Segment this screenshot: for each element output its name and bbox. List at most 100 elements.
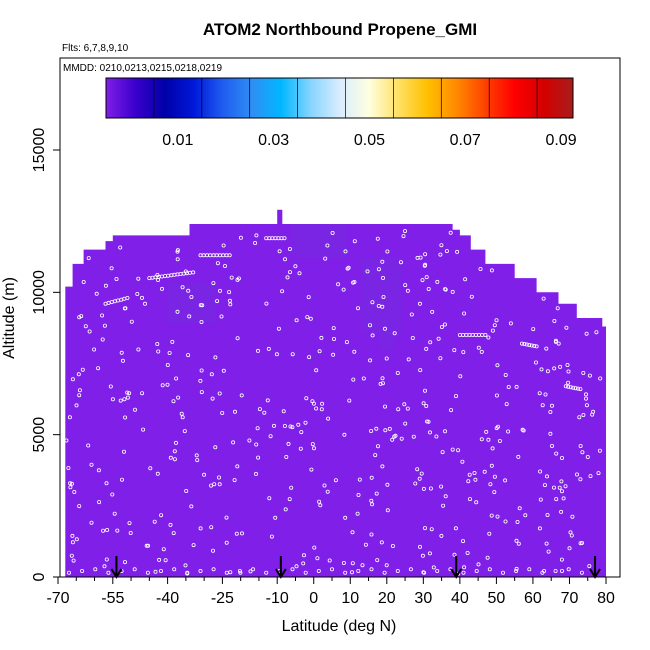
sample-point <box>224 540 229 545</box>
sample-point <box>165 382 170 387</box>
sample-point <box>122 397 127 402</box>
sample-point <box>341 561 346 566</box>
sample-point <box>217 391 222 396</box>
sample-point <box>490 328 495 333</box>
sample-point <box>253 471 258 476</box>
sample-point <box>232 478 237 483</box>
sample-point <box>267 496 272 501</box>
sample-point <box>545 369 550 374</box>
sample-point <box>68 485 73 490</box>
sample-point <box>465 551 470 556</box>
sample-point <box>296 422 301 427</box>
sample-point <box>215 261 220 266</box>
sample-point <box>317 349 322 354</box>
sample-point <box>333 478 338 483</box>
sample-point <box>428 340 433 345</box>
sample-point <box>77 393 82 398</box>
sample-point <box>222 263 227 268</box>
sample-point <box>429 527 434 532</box>
sample-point <box>304 396 309 401</box>
sample-point <box>155 341 160 346</box>
sample-point <box>72 489 77 494</box>
sample-point <box>494 393 499 398</box>
sample-point <box>557 485 562 490</box>
track-point <box>566 384 571 389</box>
sample-point <box>482 469 487 474</box>
sample-point <box>578 443 583 448</box>
sample-point <box>89 462 94 467</box>
sample-point <box>435 569 440 574</box>
sample-point <box>449 408 454 413</box>
sample-point <box>155 471 160 476</box>
sample-point <box>560 489 565 494</box>
sample-point <box>375 236 380 241</box>
x-tick-label: 0 <box>309 590 318 607</box>
sample-point <box>461 350 466 355</box>
sample-point <box>69 481 74 486</box>
sample-point <box>118 398 123 403</box>
sample-point <box>256 455 261 460</box>
x-tick-label: 40 <box>451 590 469 607</box>
sample-point <box>146 543 151 548</box>
sample-point <box>237 569 242 574</box>
sample-point <box>297 271 302 276</box>
sample-point <box>442 322 447 327</box>
sample-point <box>578 541 583 546</box>
sample-point <box>403 421 408 426</box>
sample-point <box>450 447 455 452</box>
sample-point <box>235 277 240 282</box>
sample-point <box>378 381 383 386</box>
track-point <box>576 386 581 391</box>
sample-point <box>144 543 149 548</box>
sample-point <box>198 303 203 308</box>
sample-point <box>514 538 519 543</box>
sample-point <box>329 567 334 572</box>
sample-point <box>273 515 278 520</box>
sample-point <box>122 306 127 311</box>
sample-point <box>443 287 448 292</box>
sample-point <box>200 303 205 308</box>
sample-point <box>392 331 397 336</box>
sample-point <box>478 266 483 271</box>
sample-point <box>467 497 472 502</box>
colorbar-tick-label: 0.09 <box>545 132 576 149</box>
sample-point <box>402 402 407 407</box>
sample-point <box>356 569 361 574</box>
x-axis-label: Latitude (deg N) <box>282 618 397 635</box>
sample-point <box>70 533 75 538</box>
sample-point <box>398 260 403 265</box>
sample-point <box>559 479 564 484</box>
sample-point <box>287 497 292 502</box>
sample-point <box>585 454 590 459</box>
sample-point <box>229 275 234 280</box>
sample-point <box>198 378 203 383</box>
sample-point <box>405 288 410 293</box>
sample-point <box>219 314 224 319</box>
sample-point <box>550 443 555 448</box>
sample-point <box>175 248 180 253</box>
sample-point <box>548 431 553 436</box>
sample-point <box>517 506 522 511</box>
sample-point <box>331 326 336 331</box>
sample-point <box>417 544 422 549</box>
sample-point <box>384 356 389 361</box>
sample-point <box>380 376 385 381</box>
sample-point <box>476 345 481 350</box>
sample-point <box>375 444 380 449</box>
sample-point <box>122 449 127 454</box>
sample-point <box>199 319 204 324</box>
sample-point <box>211 567 216 572</box>
sample-point <box>198 526 203 531</box>
sample-point <box>544 346 549 351</box>
sample-point <box>140 391 145 396</box>
sample-point <box>460 459 465 464</box>
sample-point <box>566 369 571 374</box>
sample-point <box>352 349 357 354</box>
track-point <box>227 253 232 258</box>
sample-point <box>590 412 595 417</box>
sample-point <box>515 520 520 525</box>
sample-point <box>369 475 374 480</box>
sample-point <box>462 311 467 316</box>
sample-point <box>553 338 558 343</box>
sample-point <box>598 376 603 381</box>
